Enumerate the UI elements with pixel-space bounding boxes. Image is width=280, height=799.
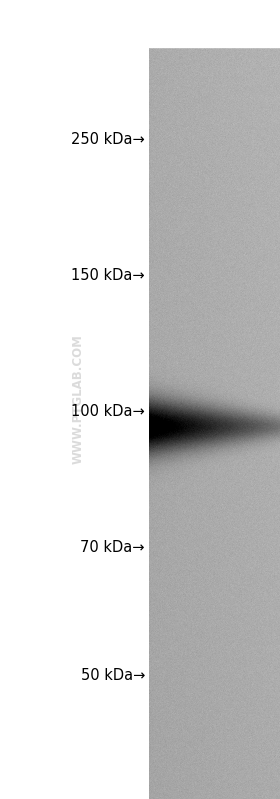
- Text: 50 kDa→: 50 kDa→: [81, 668, 145, 682]
- Text: 100 kDa→: 100 kDa→: [71, 404, 145, 419]
- Text: 150 kDa→: 150 kDa→: [71, 268, 145, 283]
- Text: 70 kDa→: 70 kDa→: [81, 540, 145, 555]
- Text: WWW.PTGLAB.COM: WWW.PTGLAB.COM: [72, 335, 85, 464]
- Text: 250 kDa→: 250 kDa→: [71, 133, 145, 147]
